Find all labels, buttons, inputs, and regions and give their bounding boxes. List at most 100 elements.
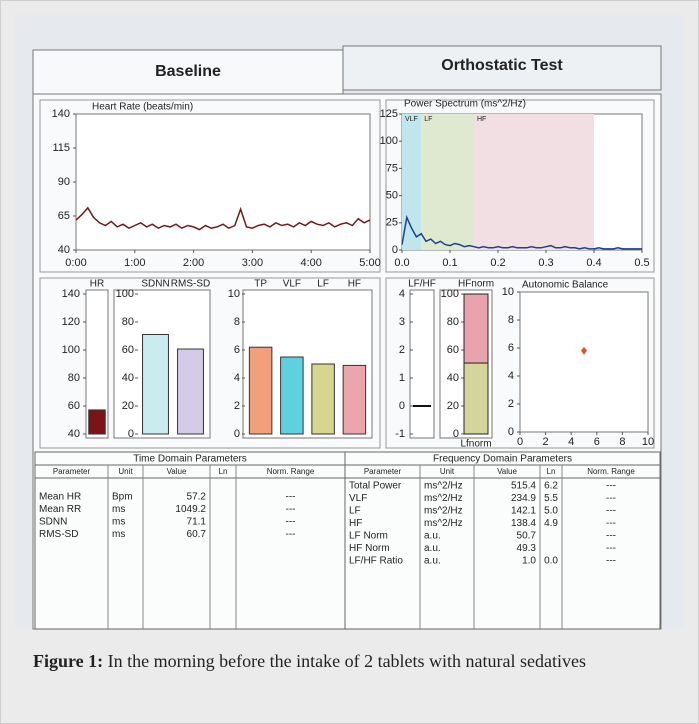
x-tick-label: 0.3 (538, 257, 553, 269)
table-cell: VLF (349, 493, 367, 504)
y-tick-label: 0 (392, 244, 398, 256)
y-tick-label: 100 (62, 344, 80, 356)
column-header: Unit (118, 467, 133, 476)
table-cell: --- (606, 531, 616, 542)
y-tick-label: 65 (58, 210, 70, 222)
table-cell: Total Power (349, 481, 402, 492)
y-tick-label: 40 (447, 372, 459, 384)
table-cell: 71.1 (187, 517, 207, 528)
band-label: HF (477, 116, 486, 123)
y-tick-label: 60 (122, 344, 134, 356)
column-header: Ln (219, 467, 228, 476)
category-label: LF/HF (408, 279, 436, 290)
x-tick-label: 8 (619, 436, 625, 448)
y-tick-label: 40 (68, 428, 80, 440)
x-tick-label: 0 (517, 436, 523, 448)
x-tick-label: 0:00 (65, 257, 86, 269)
caption-text: In the morning before the intake of 2 ta… (108, 651, 586, 671)
x-tick-label: 3:00 (242, 257, 263, 269)
table-frame (35, 452, 345, 629)
chart-title: Autonomic Balance (522, 280, 609, 291)
y-tick-label: 80 (122, 316, 134, 328)
y-tick-label: 40 (122, 372, 134, 384)
y-tick-label: 1 (399, 372, 405, 384)
column-header: Parameter (364, 467, 402, 476)
table-cell: 5.5 (544, 493, 558, 504)
plot-area (76, 114, 370, 250)
category-label: SDNN (141, 279, 169, 290)
y-tick-label: 100 (441, 288, 459, 300)
y-tick-label: 0 (399, 400, 405, 412)
y-tick-label: 2 (508, 398, 514, 410)
x-tick-label: 5:00 (359, 257, 380, 269)
bar (143, 334, 169, 434)
y-tick-label: 75 (386, 162, 398, 174)
table-cell: 60.7 (187, 529, 207, 540)
table-cell: --- (606, 556, 616, 567)
y-tick-label: 80 (447, 316, 459, 328)
table-cell: ms^2/Hz (424, 506, 463, 517)
column-header: Ln (547, 467, 556, 476)
tab-label: Baseline (155, 63, 221, 80)
table-cell: a.u. (424, 543, 441, 554)
x-tick-label: 2:00 (183, 257, 204, 269)
table-cell: --- (286, 504, 296, 515)
tab-label: Orthostatic Test (441, 57, 563, 74)
table-cell: 234.9 (511, 493, 536, 504)
bar-segment (464, 294, 488, 363)
plot-area (520, 292, 648, 432)
column-header: Value (167, 467, 187, 476)
table-cell: a.u. (424, 531, 441, 542)
table-cell: RMS-SD (39, 529, 78, 540)
table-cell: Mean RR (39, 504, 81, 515)
table-cell: ms^2/Hz (424, 481, 463, 492)
y-tick-label: 0 (508, 426, 514, 438)
bar (178, 349, 204, 434)
x-tick-label: 10 (642, 436, 654, 448)
table-cell: 515.4 (511, 481, 536, 492)
y-tick-label: 6 (508, 342, 514, 354)
chart-title: Heart Rate (beats/min) (92, 102, 193, 113)
bar (281, 357, 304, 434)
table-cell: 49.3 (517, 543, 537, 554)
table-cell: 142.1 (511, 506, 536, 517)
y-tick-label: 8 (234, 316, 240, 328)
table-cell: LF Norm (349, 531, 388, 542)
table-cell: --- (606, 543, 616, 554)
y-tick-label: 3 (399, 316, 405, 328)
band-label: VLF (405, 116, 418, 123)
table-cell: HF Norm (349, 543, 390, 554)
y-tick-label: 115 (52, 142, 70, 154)
y-tick-label: 10 (502, 286, 514, 298)
table-cell: 1049.2 (175, 504, 206, 515)
page: Baseline Orthostatic Test Time Domain Pa… (0, 0, 699, 724)
column-header: Unit (440, 467, 455, 476)
y-tick-label: 10 (228, 288, 240, 300)
category-label: VLF (283, 279, 301, 290)
table-cell: ms (112, 504, 125, 515)
column-header: Parameter (53, 467, 91, 476)
column-header: Value (497, 467, 517, 476)
table-cell: --- (606, 506, 616, 517)
y-tick-label: 140 (62, 288, 80, 300)
x-tick-label: 2 (543, 436, 549, 448)
y-tick-label: 100 (116, 288, 134, 300)
table-cell: --- (286, 492, 296, 503)
plot-area (410, 290, 434, 438)
x-tick-label: 0.5 (634, 257, 649, 269)
y-tick-label: 90 (58, 176, 70, 188)
table-cell: ms^2/Hz (424, 518, 463, 529)
x-tick-label: 6 (594, 436, 600, 448)
y-tick-label: 140 (52, 108, 70, 120)
table-cell: 138.4 (511, 518, 536, 529)
y-tick-label: 2 (234, 400, 240, 412)
column-header: Norm. Range (267, 467, 315, 476)
bar-segment (464, 363, 488, 434)
category-label: HF (348, 279, 361, 290)
y-tick-label: 0 (128, 428, 134, 440)
table-cell: 57.2 (187, 492, 207, 503)
x-tick-label: 0.1 (442, 257, 457, 269)
y-tick-label: 0 (453, 428, 459, 440)
band (421, 114, 474, 250)
